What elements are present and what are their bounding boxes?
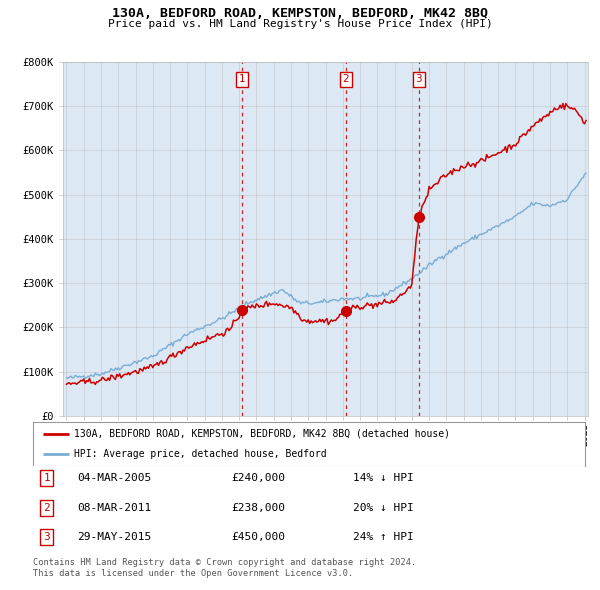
Text: 2: 2: [43, 503, 50, 513]
Text: HPI: Average price, detached house, Bedford: HPI: Average price, detached house, Bedf…: [74, 449, 327, 459]
Text: Contains HM Land Registry data © Crown copyright and database right 2024.: Contains HM Land Registry data © Crown c…: [33, 558, 416, 566]
Text: 29-MAY-2015: 29-MAY-2015: [77, 532, 151, 542]
Text: 04-MAR-2005: 04-MAR-2005: [77, 473, 151, 483]
Text: £450,000: £450,000: [232, 532, 286, 542]
Text: Price paid vs. HM Land Registry's House Price Index (HPI): Price paid vs. HM Land Registry's House …: [107, 19, 493, 29]
Text: 130A, BEDFORD ROAD, KEMPSTON, BEDFORD, MK42 8BQ (detached house): 130A, BEDFORD ROAD, KEMPSTON, BEDFORD, M…: [74, 429, 451, 439]
Text: 1: 1: [239, 74, 245, 84]
Text: 3: 3: [43, 532, 50, 542]
Text: 130A, BEDFORD ROAD, KEMPSTON, BEDFORD, MK42 8BQ: 130A, BEDFORD ROAD, KEMPSTON, BEDFORD, M…: [112, 7, 488, 20]
Text: This data is licensed under the Open Government Licence v3.0.: This data is licensed under the Open Gov…: [33, 569, 353, 578]
Text: 20% ↓ HPI: 20% ↓ HPI: [353, 503, 414, 513]
Text: 2: 2: [343, 74, 349, 84]
Text: 24% ↑ HPI: 24% ↑ HPI: [353, 532, 414, 542]
Text: 14% ↓ HPI: 14% ↓ HPI: [353, 473, 414, 483]
Text: 08-MAR-2011: 08-MAR-2011: [77, 503, 151, 513]
Text: £238,000: £238,000: [232, 503, 286, 513]
Text: 3: 3: [416, 74, 422, 84]
Text: £240,000: £240,000: [232, 473, 286, 483]
Text: 1: 1: [43, 473, 50, 483]
